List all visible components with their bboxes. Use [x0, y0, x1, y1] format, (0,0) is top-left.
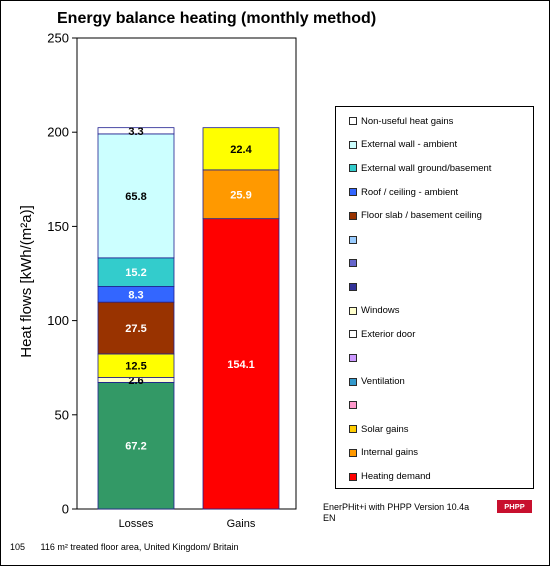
legend-swatch — [349, 401, 357, 410]
phpp-logo: PHPP — [497, 500, 532, 513]
bar-segment — [97, 257, 175, 287]
legend-item: Ventilation — [349, 375, 405, 389]
data-label: 67.2 — [125, 441, 146, 453]
legend-swatch — [349, 117, 357, 125]
bar-segment — [202, 169, 280, 220]
y-tick-label: 100 — [47, 313, 69, 328]
legend-item — [349, 351, 361, 365]
footnote: 105 116 m² treated floor area, United Ki… — [10, 542, 238, 552]
chart-title: Energy balance heating (monthly method) — [57, 10, 377, 27]
legend-swatch — [349, 259, 357, 268]
y-tick-label: 250 — [47, 31, 69, 46]
data-label: 15.2 — [125, 267, 146, 279]
data-label: 22.4 — [230, 144, 252, 156]
chart-legend: Non-useful heat gains External wall - amb… — [335, 106, 534, 489]
legend-swatch — [349, 282, 357, 291]
data-label: 25.9 — [230, 189, 251, 201]
legend-label: Solar gains — [361, 423, 409, 435]
bar-segment — [97, 127, 175, 135]
legend-swatch — [349, 377, 357, 386]
legend-item: Windows — [349, 304, 400, 318]
legend-swatch — [349, 354, 357, 362]
bar-segment — [202, 127, 280, 171]
legend-swatch — [349, 306, 357, 315]
category-label: Losses — [119, 518, 154, 530]
legend-item — [349, 280, 361, 294]
legend-item: Internal gains — [349, 446, 418, 460]
legend-label: External wall ground/basement — [361, 162, 492, 174]
legend-swatch — [349, 188, 357, 197]
y-tick-label: 0 — [62, 502, 69, 517]
legend-swatch — [349, 211, 357, 220]
data-label: 12.5 — [125, 361, 146, 373]
legend-label: Floor slab / basement ceiling — [361, 210, 482, 222]
data-label: 154.1 — [227, 359, 255, 371]
legend-swatch — [349, 164, 357, 173]
legend-label: Heating demand — [361, 471, 431, 482]
legend-item: Floor slab / basement ceiling — [349, 209, 482, 223]
y-axis-title: Heat flows [kWh/(m²a)] — [18, 205, 35, 358]
legend-item: Heating demand — [349, 470, 431, 484]
data-label: 8.3 — [128, 289, 143, 301]
data-label: 3.3 — [128, 126, 143, 138]
legend-item — [349, 398, 361, 412]
y-tick-label: 50 — [55, 407, 69, 422]
legend-swatch — [349, 472, 357, 481]
bar-segment — [97, 133, 175, 259]
category-label: Gains — [227, 518, 256, 530]
data-label: 2.6 — [128, 375, 143, 387]
data-label: 27.5 — [125, 323, 146, 335]
legend-swatch — [349, 425, 357, 434]
legend-label: Non-useful heat gains — [361, 115, 454, 127]
footnote-text: 116 m² treated floor area, United Kingdo… — [40, 542, 239, 552]
legend-label: Ventilation — [361, 376, 405, 388]
legend-swatch — [349, 448, 357, 457]
legend-item: Roof / ceiling - ambient — [349, 185, 458, 199]
y-tick-label: 200 — [47, 125, 69, 140]
legend-swatch — [349, 140, 357, 149]
legend-item: Non-useful heat gains — [349, 114, 453, 128]
bar-segment — [202, 218, 280, 510]
legend-item: Exterior door — [349, 327, 415, 341]
legend-label: Exterior door — [361, 328, 416, 340]
footnote-number: 105 — [10, 542, 26, 552]
version-line-2: EN — [323, 513, 336, 523]
y-tick-label: 150 — [47, 219, 69, 234]
legend-item: External wall - ambient — [349, 138, 457, 152]
legend-label: External wall - ambient — [361, 139, 458, 151]
legend-swatch — [349, 330, 357, 339]
legend-item: External wall ground/basement — [349, 161, 491, 175]
legend-label: Internal gains — [361, 447, 419, 459]
legend-item: Solar gains — [349, 422, 409, 436]
bar-segment — [97, 301, 175, 355]
data-label: 65.8 — [125, 191, 146, 203]
version-info: EnerPHit+i with PHPP Version 10.4a EN — [323, 502, 469, 524]
legend-item — [349, 233, 361, 247]
legend-item — [349, 256, 361, 270]
legend-swatch — [349, 235, 357, 244]
legend-label: Windows — [361, 305, 400, 317]
legend-label: Roof / ceiling - ambient — [361, 186, 459, 198]
version-line-1: EnerPHit+i with PHPP Version 10.4a — [323, 502, 470, 512]
